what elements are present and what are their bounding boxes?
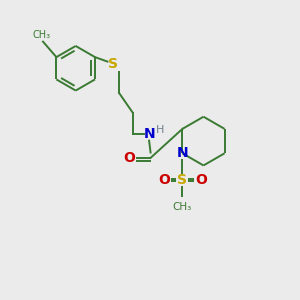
Text: O: O [195,173,207,187]
Text: O: O [123,151,135,165]
Text: N: N [177,146,188,160]
Text: S: S [108,57,118,71]
Text: H: H [156,124,165,135]
Text: N: N [143,127,155,141]
Text: CH₃: CH₃ [173,202,192,212]
Text: O: O [158,173,170,187]
Text: CH₃: CH₃ [32,30,51,40]
Text: S: S [177,173,188,187]
